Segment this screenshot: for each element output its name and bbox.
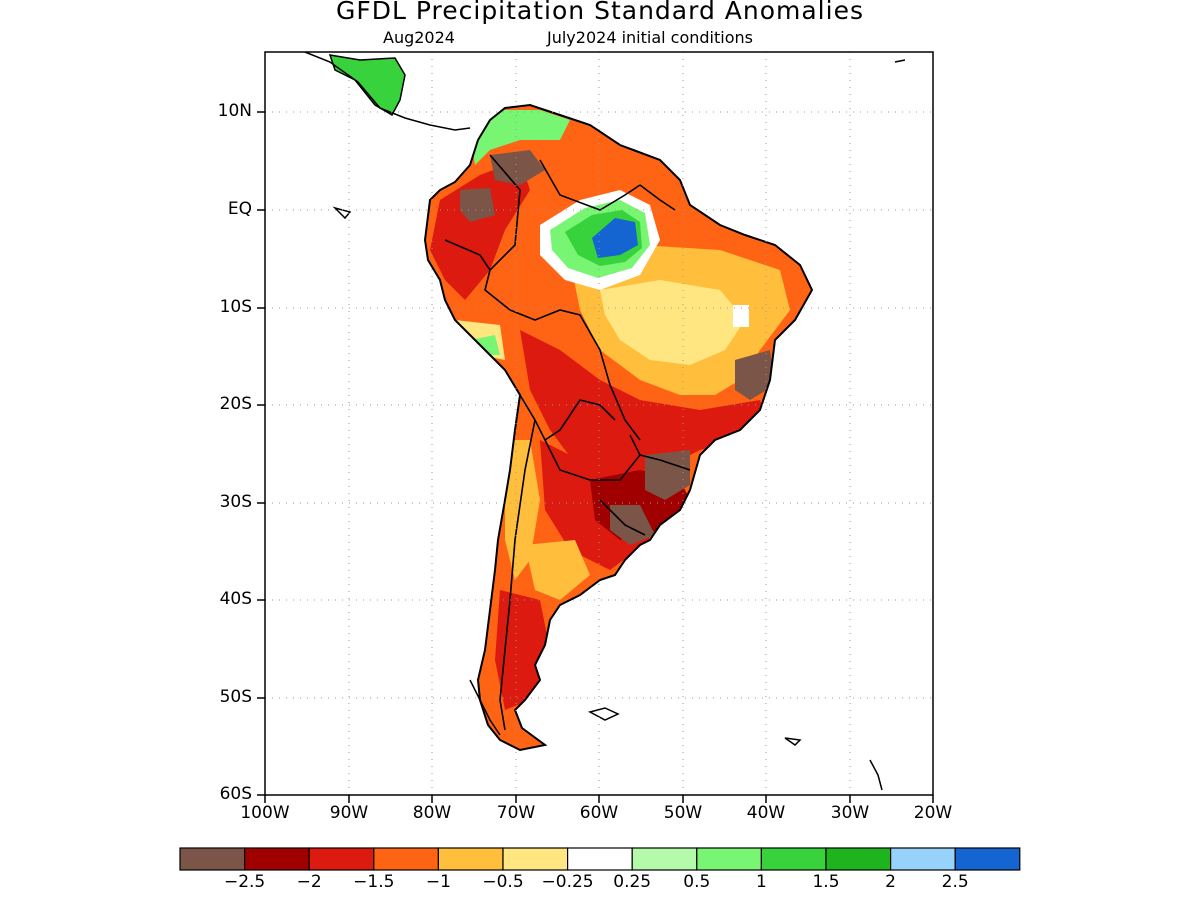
lat-label-50s: 50S (219, 687, 252, 707)
initial-conditions: July2024 initial conditions (547, 28, 753, 47)
colorbar-tick-label: 2 (885, 872, 896, 892)
colorbar-tick-label: 0.5 (683, 872, 711, 892)
colorbar-tick-label: −1 (425, 872, 451, 892)
colorbar-swatch (696, 847, 762, 871)
lon-label-60w: 60W (579, 803, 619, 823)
lat-label-eq: EQ (227, 199, 252, 219)
coastline (423, 103, 814, 752)
gridlines (265, 52, 933, 795)
forecast-month: Aug2024 (383, 28, 455, 47)
lon-label-90w: 90W (329, 803, 369, 823)
lat-label-60s: 60S (219, 784, 252, 804)
colorbar-swatch (631, 847, 698, 871)
colorbar-swatch (502, 847, 569, 871)
colorbar-swatch (437, 847, 504, 871)
lon-label-40w: 40W (746, 803, 786, 823)
colorbar-tick-label: −2 (296, 872, 322, 892)
axis-ticks (257, 111, 934, 803)
colorbar-swatch (244, 847, 310, 871)
colorbar-swatch (760, 847, 827, 871)
colorbar-tick-label: −0.25 (541, 872, 594, 892)
lat-label-10n: 10N (217, 101, 252, 121)
colorbar-swatch (889, 847, 956, 871)
lat-label-30s: 30S (219, 492, 252, 512)
lon-label-20w: 20W (913, 803, 953, 823)
lon-label-50w: 50W (663, 803, 703, 823)
colorbar-swatch (825, 847, 892, 871)
colorbar-tick-label: 1 (755, 872, 767, 892)
central-america (304, 52, 471, 131)
map-title: GFDL Precipitation Standard Anomalies (336, 0, 864, 25)
lon-label-70w: 70W (496, 803, 536, 823)
colorbar-swatch (373, 847, 439, 871)
lat-label-10s: 10S (219, 297, 252, 317)
colorbar-tick-label: 2.5 (941, 872, 969, 892)
lon-label-30w: 30W (830, 803, 870, 823)
colorbar-tick-label: −0.5 (482, 872, 524, 892)
colorbar-swatch (308, 847, 375, 871)
lat-label-20s: 20S (219, 394, 252, 414)
colorbar-swatch (566, 847, 633, 871)
colorbar-swatch (954, 847, 1021, 871)
lon-label-80w: 80W (412, 803, 452, 823)
colorbar-tick-label: 1.5 (812, 872, 840, 892)
colorbar-tick-label: −2.5 (223, 872, 266, 892)
colorbar-swatch (179, 847, 246, 871)
colorbar-tick-label: 0.25 (613, 872, 652, 892)
lon-label-100w: 100W (240, 803, 290, 823)
colorbar-tick-label: −1.5 (353, 872, 395, 892)
lat-label-40s: 40S (219, 589, 252, 609)
